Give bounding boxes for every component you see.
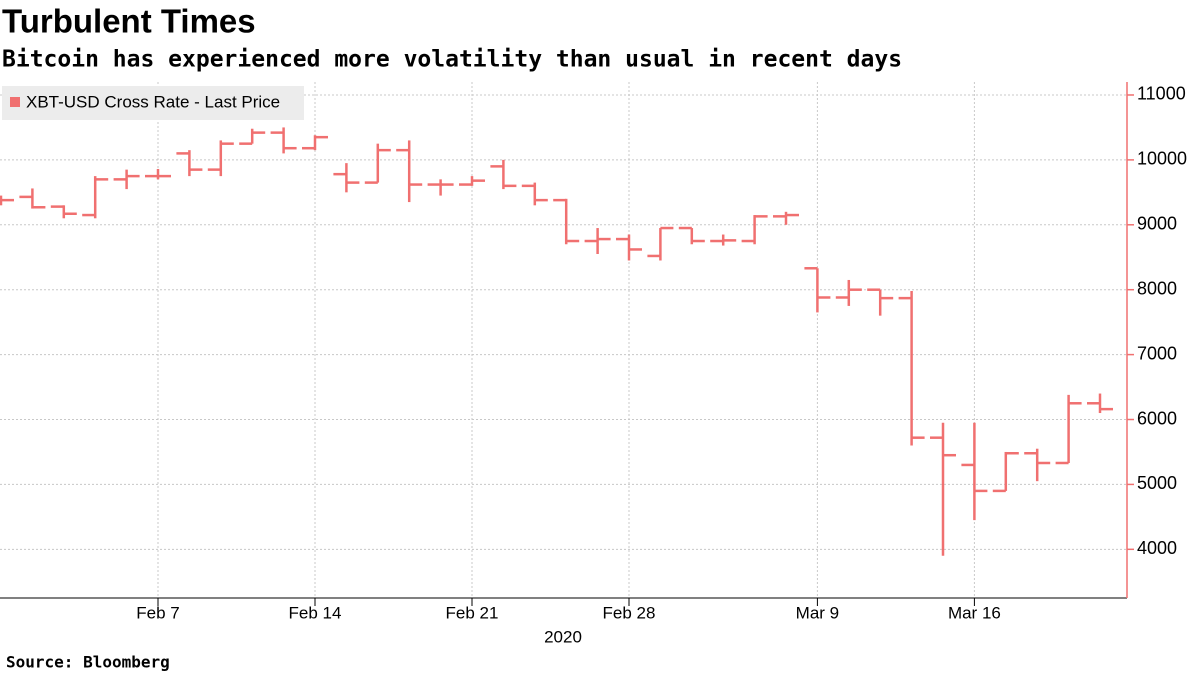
ohlc-bar	[930, 422, 956, 556]
ohlc-bar	[427, 179, 454, 196]
legend-swatch	[10, 97, 20, 107]
ohlc-bar	[176, 150, 203, 177]
ohlc-bar	[302, 135, 328, 151]
y-tick-label: 8000	[1137, 278, 1177, 298]
x-tick-label: Mar 9	[796, 603, 839, 622]
ohlc-bar	[553, 198, 580, 245]
chart-title: Turbulent Times	[2, 3, 256, 40]
ohlc-bar	[113, 169, 140, 190]
ohlc-bar	[490, 159, 517, 190]
x-tick-label: Feb 21	[446, 603, 499, 622]
x-tick-label: Feb 28	[603, 603, 656, 622]
legend-label: XBT-USD Cross Rate - Last Price	[26, 92, 280, 111]
chart-subtitle: Bitcoin has experienced more volatility …	[2, 47, 902, 73]
ohlc-bar	[992, 451, 1019, 493]
x-tick-label: Feb 14	[289, 603, 342, 622]
legend: XBT-USD Cross Rate - Last Price	[2, 86, 304, 120]
ohlc-bar	[898, 290, 925, 446]
ohlc-bar	[1055, 394, 1082, 465]
ohlc-bar	[50, 205, 77, 219]
legend-box	[2, 86, 304, 120]
ohlc-bar	[773, 211, 799, 225]
y-tick-label: 6000	[1137, 408, 1177, 428]
y-tick-label: 7000	[1137, 343, 1177, 363]
ohlc-bar	[1087, 393, 1113, 414]
ohlc-bar	[19, 188, 46, 209]
x-tick-label: Feb 7	[136, 603, 179, 622]
ohlc-bar	[207, 140, 234, 177]
ohlc-bar	[396, 140, 423, 203]
ohlc-bar	[82, 176, 109, 219]
ohlc-bar	[741, 215, 768, 245]
ohlc-bar	[835, 279, 862, 306]
y-tick-label: 10000	[1137, 149, 1187, 169]
ohlc-bar	[867, 288, 894, 316]
ohlc-bar	[961, 422, 988, 521]
ohlc-bar	[333, 163, 360, 193]
x-axis-label: 2020	[544, 627, 582, 646]
y-tick-label: 11000	[1137, 84, 1186, 104]
ohlc-bar	[616, 234, 642, 261]
ohlc-bar	[239, 128, 266, 145]
x-tick-label: Mar 16	[948, 603, 1001, 622]
ohlc-bar	[804, 267, 831, 313]
ohlc-bar	[145, 168, 171, 180]
ohlc-bar	[364, 143, 391, 184]
ohlc-bar	[459, 176, 485, 186]
source: Source: Bloomberg	[6, 653, 170, 672]
y-tick-label: 4000	[1137, 538, 1177, 558]
ohlc-bar	[584, 228, 611, 254]
ohlc-bar	[1024, 448, 1051, 482]
y-tick-label: 9000	[1137, 214, 1177, 234]
ohlc-bar	[270, 127, 297, 154]
ohlc-bar	[678, 226, 705, 245]
ohlc-bar	[647, 226, 674, 261]
y-tick-label: 5000	[1137, 473, 1177, 493]
ohlc-bar	[521, 182, 548, 206]
ohlc-bar	[0, 195, 14, 206]
ohlc-bar	[710, 234, 737, 246]
